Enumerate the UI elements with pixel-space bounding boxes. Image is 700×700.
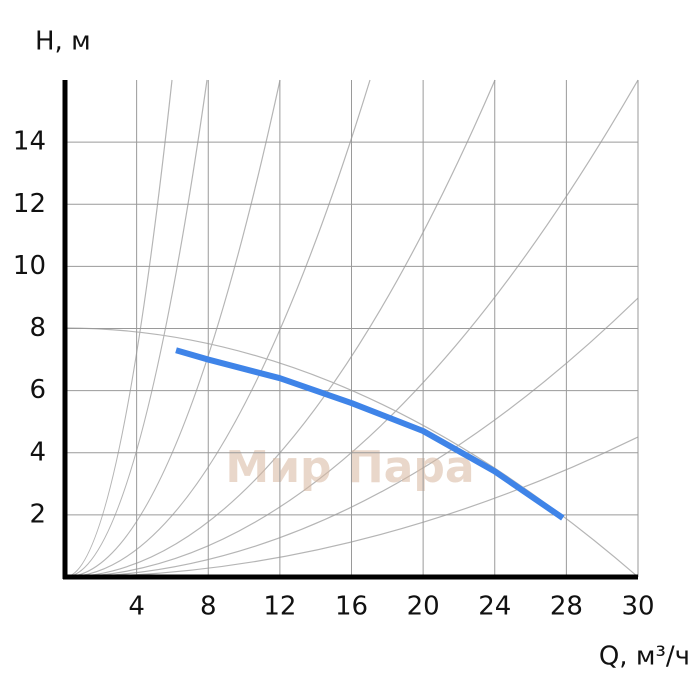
x-tick-label: 24: [478, 592, 511, 622]
x-tick-label: 12: [263, 592, 296, 622]
x-tick-label: 20: [407, 592, 440, 622]
y-tick-label: 6: [29, 375, 46, 405]
x-axis-label: Q, м³/ч: [599, 642, 690, 672]
x-tick-label: 16: [335, 592, 368, 622]
x-tick-label: 28: [550, 592, 583, 622]
x-tick-label: 30: [621, 592, 654, 622]
watermark: Мир Пара: [225, 442, 474, 493]
y-tick-label: 10: [13, 251, 46, 281]
y-axis-label: H, м: [35, 27, 91, 57]
y-tick-label: 8: [29, 313, 46, 343]
x-tick-label: 4: [128, 592, 145, 622]
curve: [175, 347, 565, 521]
y-tick-label: 2: [29, 499, 46, 529]
y-tick-label: 12: [13, 189, 46, 219]
y-tick-label: 4: [29, 437, 46, 467]
x-tick-label: 8: [200, 592, 217, 622]
y-tick-label: 14: [13, 127, 46, 157]
